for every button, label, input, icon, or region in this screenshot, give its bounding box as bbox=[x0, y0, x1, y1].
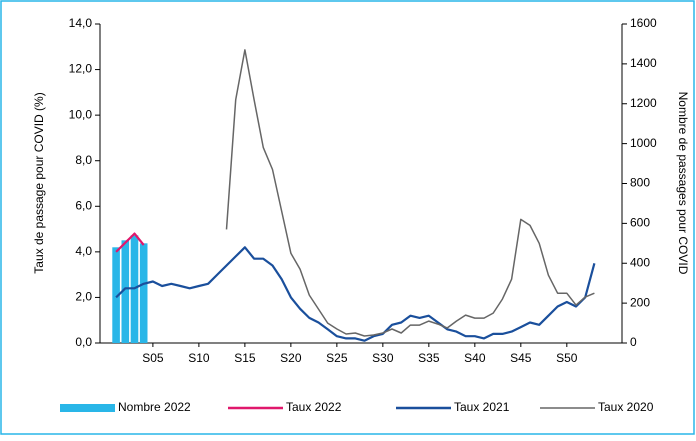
x-tick-label: S35 bbox=[418, 351, 440, 365]
legend-label: Nombre 2022 bbox=[118, 400, 191, 414]
y2-tick-label: 800 bbox=[630, 176, 650, 190]
bar bbox=[112, 247, 120, 343]
y-tick-label: 14,0 bbox=[69, 16, 93, 30]
x-tick-label: S25 bbox=[326, 351, 348, 365]
y2-axis-label: Nombre de passages pour COVID bbox=[676, 92, 690, 275]
y-tick-label: 0,0 bbox=[75, 335, 92, 349]
y-tick-label: 12,0 bbox=[69, 62, 93, 76]
bar bbox=[121, 240, 130, 343]
line bbox=[115, 232, 145, 253]
x-tick-label: S40 bbox=[464, 351, 486, 365]
legend-swatch bbox=[60, 404, 115, 412]
x-tick-label: S05 bbox=[142, 351, 164, 365]
y2-tick-label: 400 bbox=[630, 255, 650, 269]
y2-tick-label: 1400 bbox=[630, 56, 657, 70]
x-tick-label: S50 bbox=[556, 351, 578, 365]
legend-label: Taux 2021 bbox=[454, 400, 510, 414]
legend-label: Taux 2020 bbox=[598, 400, 654, 414]
y2-tick-label: 1200 bbox=[630, 96, 657, 110]
y2-tick-label: 1000 bbox=[630, 136, 657, 150]
x-tick-label: S15 bbox=[234, 351, 256, 365]
x-tick-label: S20 bbox=[280, 351, 302, 365]
y2-tick-label: 0 bbox=[630, 335, 637, 349]
x-tick-label: S10 bbox=[188, 351, 210, 365]
line bbox=[225, 49, 595, 337]
y-tick-label: 6,0 bbox=[75, 198, 92, 212]
y2-tick-label: 600 bbox=[630, 216, 650, 230]
y-axis-label: Taux de passage pour COVID (%) bbox=[32, 92, 46, 273]
y2-tick-label: 200 bbox=[630, 295, 650, 309]
y-tick-label: 2,0 bbox=[75, 290, 92, 304]
legend-label: Taux 2022 bbox=[286, 400, 342, 414]
x-tick-label: S30 bbox=[372, 351, 394, 365]
line bbox=[115, 246, 596, 342]
y-tick-label: 4,0 bbox=[75, 244, 92, 258]
bar bbox=[139, 243, 148, 343]
y2-tick-label: 1600 bbox=[630, 16, 657, 30]
x-tick-label: S45 bbox=[510, 351, 532, 365]
y-tick-label: 8,0 bbox=[75, 153, 92, 167]
y-tick-label: 10,0 bbox=[69, 107, 93, 121]
